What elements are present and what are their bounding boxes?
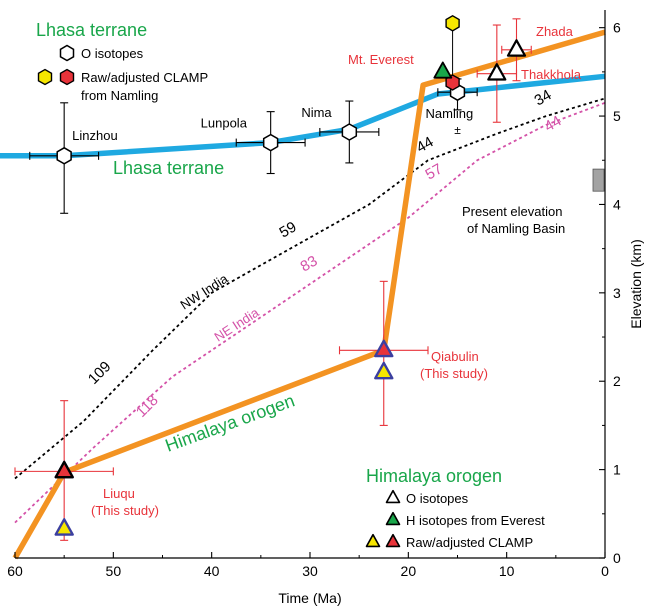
label-mt-everest: Mt. Everest — [348, 52, 414, 67]
legend-adjusted-clamp-triangle — [385, 533, 401, 548]
legend-bottom-entry-clamp: Raw/adjusted CLAMP — [406, 535, 533, 550]
present-namling-label-2: of Namling Basin — [467, 221, 565, 236]
legend-raw-clamp-hexagon — [37, 68, 53, 86]
legend-top-title: Lhasa terrane — [36, 20, 147, 40]
x-tick-label: 40 — [204, 563, 220, 579]
himalaya-o-isotope-triangle — [487, 63, 507, 81]
x-tick-label: 60 — [7, 563, 23, 579]
label-nima: Nima — [301, 105, 332, 120]
ne-india-label: NE India — [211, 304, 262, 344]
legend-bottom-entry-h-isotopes: H isotopes from Everest — [406, 513, 545, 528]
nw-india-label: NW India — [177, 270, 231, 312]
legends: Lhasa terrane O isotopes Raw/adjusted CLAM… — [36, 20, 545, 550]
legend-top-entry-o-isotopes: O isotopes — [81, 46, 144, 61]
ne-india-curve — [14, 101, 606, 524]
legend-o-isotope-triangle — [385, 489, 401, 504]
raw-clamp-triangle — [54, 518, 74, 536]
label-thakkhola: Thakkhola — [521, 67, 582, 82]
legend-raw-clamp-triangle — [365, 533, 381, 548]
nw-age-label: 59 — [277, 218, 300, 241]
label-liuqu-note: (This study) — [91, 503, 159, 518]
x-axis-title: Time (Ma) — [278, 590, 341, 606]
everest-h-isotope-triangle — [433, 61, 453, 79]
present-namling-label-1: Present elevation — [462, 204, 562, 219]
label-qiabulin-note: (This study) — [420, 366, 488, 381]
legend-bottom-title: Himalaya orogen — [366, 466, 502, 486]
y-tick-label: 4 — [613, 196, 621, 212]
label-qiabulin: Qiabulin — [431, 349, 479, 364]
himalaya-o-isotope-triangle — [506, 39, 527, 57]
lhasa-line-label: Lhasa terrane — [113, 158, 224, 178]
ne-age-label: 83 — [298, 252, 321, 275]
label-linzhou: Linzhou — [72, 128, 118, 143]
lhasa-o-isotope-hexagon — [341, 123, 358, 141]
legend-h-isotope-triangle — [385, 511, 401, 526]
namling-raw-clamp-hexagon — [445, 14, 460, 32]
label-zhada: Zhada — [536, 24, 574, 39]
lhasa-o-isotope-hexagon — [56, 146, 72, 165]
legend-adjusted-clamp-hexagon — [59, 68, 75, 86]
raw-clamp-triangle — [374, 361, 394, 380]
y-tick-label: 3 — [613, 285, 621, 301]
nw-age-label: 109 — [85, 358, 115, 388]
ne-age-label: 44 — [542, 112, 565, 135]
present-namling-bar — [592, 168, 605, 192]
nw-age-label: 34 — [532, 86, 555, 109]
y-tick-label: 1 — [613, 462, 621, 478]
label-lunpola: Lunpola — [201, 116, 248, 131]
y-tick-label: 2 — [613, 373, 621, 389]
lhasa-o-isotope-hexagon — [262, 133, 279, 152]
legend-o-isotope-hexagon — [59, 44, 75, 62]
legend-bottom-entry-o-isotopes: O isotopes — [406, 491, 469, 506]
adjusted-clamp-triangle — [374, 339, 394, 358]
nw-india-curve — [14, 97, 606, 480]
x-tick-label: 30 — [302, 563, 318, 579]
himalaya-line-label: Himalaya orogen — [163, 390, 298, 455]
ne-age-label: 118 — [133, 392, 162, 421]
namling-adjusted-clamp-hexagon — [445, 74, 460, 91]
namling-marker: ± — [454, 123, 461, 137]
x-tick-label: 20 — [401, 563, 417, 579]
data-points — [14, 14, 605, 541]
y-tick-label: 5 — [613, 108, 621, 124]
y-tick-label: 0 — [613, 550, 621, 566]
x-tick-label: 0 — [601, 563, 609, 579]
legend-top-entry-namling: from Namling — [81, 88, 158, 103]
ne-age-label: 57 — [423, 160, 446, 183]
label-liuqu: Liuqu — [103, 486, 135, 501]
y-axis-title: Elevation (km) — [628, 239, 644, 328]
nw-age-label: 44 — [414, 133, 437, 156]
x-tick-label: 50 — [106, 563, 122, 579]
legend-top-entry-clamp: Raw/adjusted CLAMP — [81, 70, 208, 85]
label-namling: Namling — [426, 106, 474, 121]
liuqu-adjusted-clamp-triangle — [54, 460, 74, 479]
y-tick-label: 6 — [613, 20, 621, 36]
x-tick-label: 10 — [499, 563, 515, 579]
